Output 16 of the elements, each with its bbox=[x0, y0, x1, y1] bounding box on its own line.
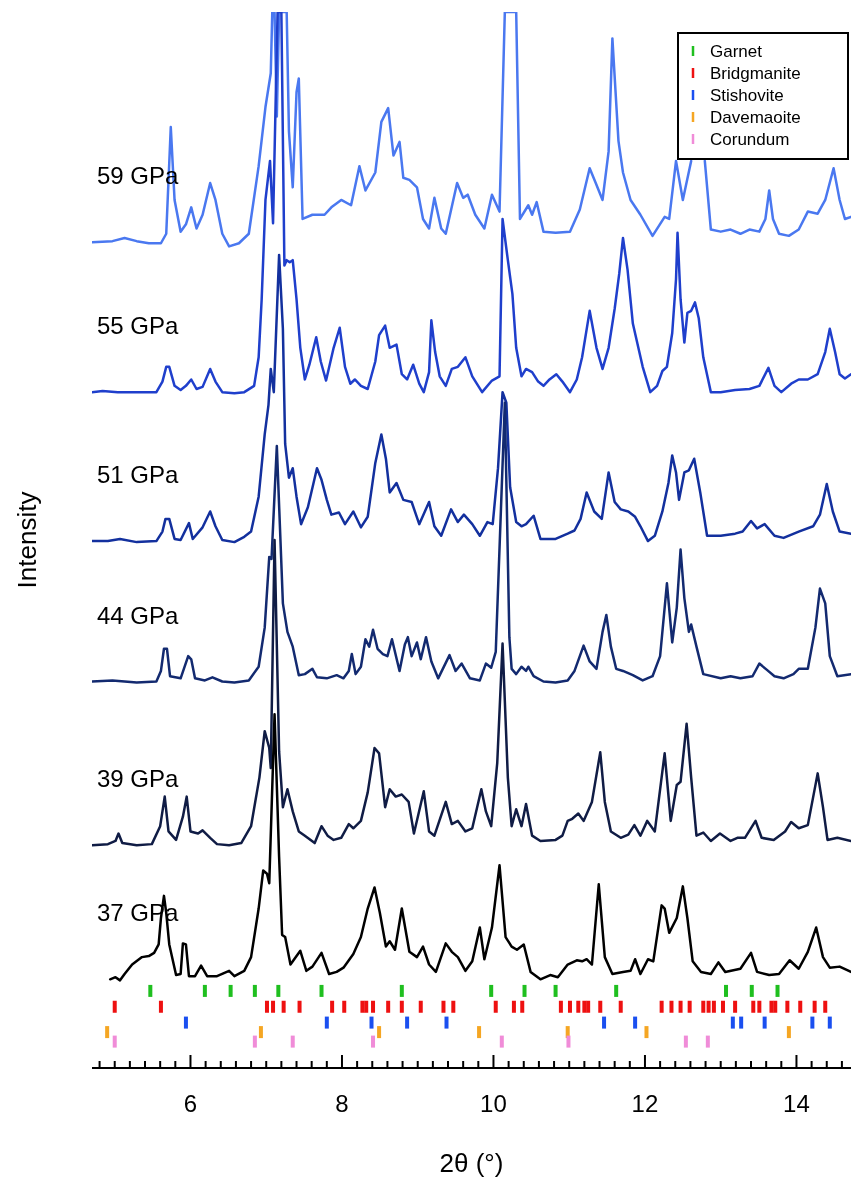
legend-label: Davemaoite bbox=[710, 108, 801, 127]
x-tick-label: 12 bbox=[631, 1090, 659, 1117]
y-axis-title: Intensity bbox=[12, 491, 42, 589]
series-label: 39 GPa bbox=[97, 765, 180, 793]
x-tick-label: 8 bbox=[335, 1090, 349, 1117]
x-tick-label: 6 bbox=[183, 1090, 198, 1117]
series-label: 51 GPa bbox=[97, 461, 180, 489]
series-label: 44 GPa bbox=[97, 601, 180, 629]
series-label: 55 GPa bbox=[97, 312, 180, 340]
legend-label: Garnet bbox=[710, 42, 763, 61]
x-tick-label: 14 bbox=[783, 1090, 810, 1117]
x-axis-title: 2θ (°) bbox=[439, 1148, 504, 1178]
legend-label: Bridgmanite bbox=[710, 64, 801, 83]
legend-label: Corundum bbox=[710, 130, 790, 149]
x-tick-label: 10 bbox=[480, 1090, 507, 1117]
legend-label: Stishovite bbox=[710, 86, 784, 105]
